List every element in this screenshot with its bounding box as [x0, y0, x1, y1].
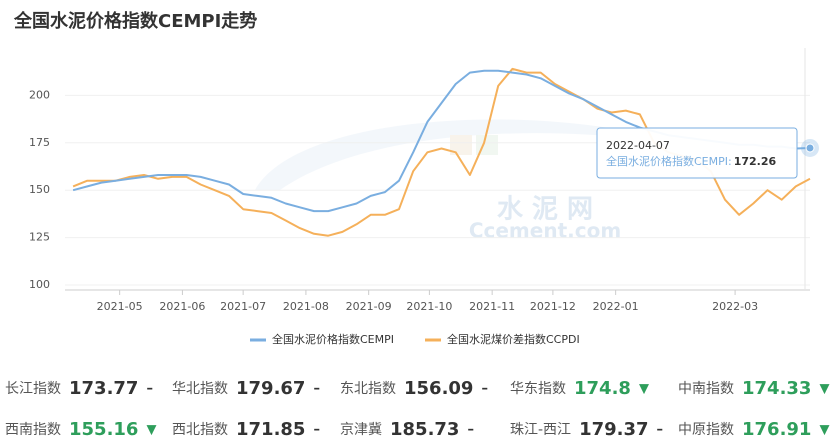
- index-name: 东北指数: [340, 381, 396, 397]
- y-tick-label: 100: [29, 278, 50, 291]
- hover-point: [805, 143, 815, 153]
- index-name: 西南指数: [5, 422, 61, 438]
- x-tick-label: 2021-06: [159, 300, 205, 313]
- tooltip-series: 全国水泥价格指数CEMPI: [606, 154, 728, 168]
- index-name: 华东指数: [510, 381, 566, 397]
- watermark-text: Ccement.com: [469, 219, 621, 243]
- index-name: 中原指数: [678, 422, 734, 438]
- y-tick-label: 125: [29, 231, 50, 244]
- x-tick-label: 2021-05: [97, 300, 143, 313]
- index-trend: –: [481, 382, 488, 397]
- y-tick-label: 200: [29, 88, 50, 101]
- index-value: 173.77: [69, 378, 138, 399]
- index-trend: –: [467, 423, 474, 438]
- index-name: 华北指数: [172, 381, 228, 397]
- index-name: 珠江-西江: [510, 422, 571, 438]
- index-value: 155.16: [69, 419, 138, 440]
- tooltip-box: [596, 127, 798, 179]
- index-trend: –: [657, 423, 664, 438]
- index-trend: –: [146, 382, 153, 397]
- tooltip-sep: :: [728, 155, 732, 168]
- index-value: 174.33: [742, 378, 811, 399]
- x-tick-label: 2021-11: [469, 300, 515, 313]
- index-trend: ▼: [146, 423, 156, 438]
- watermark-tile: [450, 135, 472, 155]
- x-tick-label: 2022-01: [593, 300, 639, 313]
- x-tick-label: 2021-12: [530, 300, 576, 313]
- index-name: 中南指数: [678, 381, 734, 397]
- index-trend: ▼: [819, 382, 829, 397]
- x-tick-label: 2021-09: [346, 300, 392, 313]
- index-name: 长江指数: [5, 381, 61, 397]
- tooltip-value: 172.26: [734, 155, 777, 168]
- y-tick-label: 175: [29, 136, 50, 149]
- legend-label: 全国水泥煤价差指数CCPDI: [447, 332, 580, 346]
- index-name: 西北指数: [172, 422, 228, 438]
- y-tick-label: 150: [29, 183, 50, 196]
- x-tick-label: 2021-10: [406, 300, 452, 313]
- chart-title: 全国水泥价格指数CEMPI走势: [13, 10, 257, 32]
- index-name: 京津冀: [340, 422, 382, 438]
- index-trend: –: [313, 382, 320, 397]
- x-tick-label: 2021-07: [220, 300, 266, 313]
- index-trend: ▼: [639, 382, 649, 397]
- tooltip-date: 2022-04-07: [606, 139, 670, 152]
- x-tick-label: 2021-08: [283, 300, 329, 313]
- index-value: 174.8: [574, 378, 631, 399]
- index-trend: ▼: [819, 423, 829, 438]
- index-value: 176.91: [742, 419, 811, 440]
- x-tick-label: 2022-03: [712, 300, 758, 313]
- index-value: 185.73: [390, 419, 459, 440]
- index-value: 171.85: [236, 419, 305, 440]
- tooltip: 2022-04-07 全国水泥价格指数CEMPI: 172.26: [596, 127, 798, 179]
- index-value: 179.67: [236, 378, 305, 399]
- index-value: 179.37: [579, 419, 648, 440]
- index-trend: –: [313, 423, 320, 438]
- watermark-text: 水 泥 网: [497, 195, 593, 225]
- legend-label: 全国水泥价格指数CEMPI: [272, 332, 394, 346]
- watermark-swoosh: [255, 119, 700, 190]
- index-value: 156.09: [404, 378, 473, 399]
